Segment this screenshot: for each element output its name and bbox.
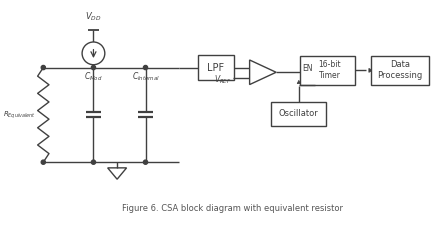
Circle shape (41, 65, 45, 70)
Text: $R_{Equivalent}$: $R_{Equivalent}$ (3, 109, 36, 121)
Polygon shape (108, 168, 126, 179)
Bar (198, 55, 234, 80)
Circle shape (91, 160, 96, 164)
Text: 16-bit
Timer: 16-bit Timer (319, 60, 341, 80)
Text: $V_{REF}$: $V_{REF}$ (214, 73, 232, 86)
Circle shape (41, 160, 45, 164)
Bar (300, 56, 355, 85)
Text: $C_{Internal}$: $C_{Internal}$ (132, 70, 159, 83)
Text: $V_{DD}$: $V_{DD}$ (85, 11, 102, 23)
Text: EN: EN (303, 64, 313, 73)
Polygon shape (369, 68, 373, 72)
Bar (371, 56, 429, 85)
Circle shape (91, 65, 96, 70)
Bar (271, 102, 326, 126)
Polygon shape (297, 80, 300, 84)
Text: LPF: LPF (207, 63, 224, 72)
Circle shape (143, 160, 148, 164)
Text: Data
Processing: Data Processing (377, 60, 423, 80)
Text: Figure 6. CSA block diagram with equivalent resistor: Figure 6. CSA block diagram with equival… (122, 204, 343, 213)
Circle shape (143, 65, 148, 70)
Polygon shape (250, 60, 276, 85)
Circle shape (82, 42, 105, 65)
Text: $C_{Mod}$: $C_{Mod}$ (84, 70, 103, 83)
Text: Oscillator: Oscillator (279, 109, 319, 118)
